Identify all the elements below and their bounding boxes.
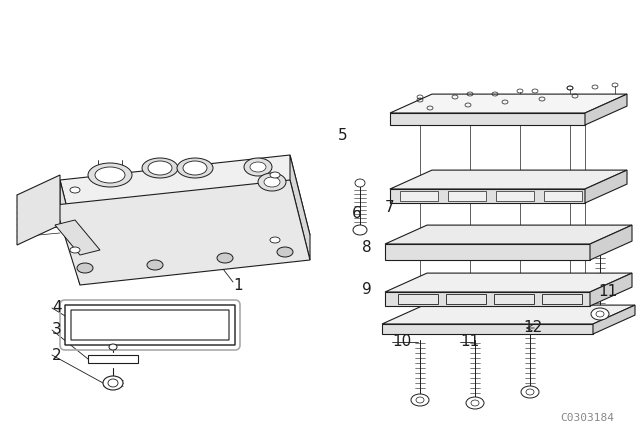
- Ellipse shape: [183, 161, 207, 175]
- Ellipse shape: [142, 158, 178, 178]
- Ellipse shape: [277, 247, 293, 257]
- Ellipse shape: [109, 344, 117, 350]
- Text: 2: 2: [52, 348, 61, 362]
- Polygon shape: [385, 225, 632, 244]
- Text: 9: 9: [362, 283, 372, 297]
- Ellipse shape: [177, 158, 213, 178]
- Ellipse shape: [217, 253, 233, 263]
- Text: 11: 11: [598, 284, 617, 300]
- Polygon shape: [590, 273, 632, 306]
- Ellipse shape: [148, 161, 172, 175]
- Polygon shape: [60, 180, 80, 285]
- Text: 12: 12: [523, 320, 542, 336]
- Ellipse shape: [526, 389, 534, 395]
- FancyBboxPatch shape: [71, 310, 229, 340]
- Ellipse shape: [264, 177, 280, 187]
- Ellipse shape: [103, 376, 123, 390]
- Polygon shape: [55, 220, 100, 255]
- Ellipse shape: [244, 158, 272, 176]
- Ellipse shape: [250, 162, 266, 172]
- FancyBboxPatch shape: [65, 305, 235, 345]
- Ellipse shape: [466, 397, 484, 409]
- Ellipse shape: [521, 386, 539, 398]
- Polygon shape: [585, 170, 627, 203]
- Ellipse shape: [77, 263, 93, 273]
- Text: 7: 7: [385, 201, 395, 215]
- Bar: [544, 191, 582, 201]
- Bar: [494, 294, 534, 304]
- Text: 4: 4: [52, 301, 61, 315]
- Polygon shape: [390, 113, 585, 125]
- Text: 5: 5: [338, 128, 348, 142]
- Polygon shape: [590, 225, 632, 260]
- Polygon shape: [385, 292, 590, 306]
- Ellipse shape: [353, 225, 367, 235]
- Text: 1: 1: [233, 277, 243, 293]
- Polygon shape: [390, 170, 627, 189]
- Text: 10: 10: [392, 335, 412, 349]
- Bar: [400, 191, 438, 201]
- Polygon shape: [385, 244, 590, 260]
- Ellipse shape: [258, 173, 286, 191]
- Text: 6: 6: [352, 206, 362, 220]
- Polygon shape: [585, 94, 627, 125]
- Polygon shape: [60, 155, 310, 260]
- Ellipse shape: [70, 247, 80, 253]
- Text: 3: 3: [52, 323, 61, 337]
- Polygon shape: [385, 273, 632, 292]
- Ellipse shape: [147, 260, 163, 270]
- Bar: [446, 294, 486, 304]
- Ellipse shape: [411, 394, 429, 406]
- Polygon shape: [390, 94, 627, 113]
- Polygon shape: [17, 175, 60, 245]
- Bar: [398, 294, 438, 304]
- Ellipse shape: [88, 163, 132, 187]
- Ellipse shape: [70, 187, 80, 193]
- Ellipse shape: [355, 179, 365, 187]
- Bar: [448, 191, 486, 201]
- Bar: [88, 355, 138, 363]
- Ellipse shape: [270, 237, 280, 243]
- Ellipse shape: [108, 379, 118, 387]
- Polygon shape: [593, 305, 635, 334]
- Ellipse shape: [270, 172, 280, 178]
- Text: 8: 8: [362, 241, 372, 255]
- Ellipse shape: [471, 400, 479, 406]
- Text: 11: 11: [460, 335, 479, 349]
- Ellipse shape: [416, 397, 424, 403]
- Polygon shape: [382, 305, 635, 324]
- Text: C0303184: C0303184: [560, 413, 614, 423]
- Polygon shape: [55, 180, 310, 285]
- Ellipse shape: [596, 311, 604, 317]
- Polygon shape: [390, 189, 585, 203]
- Bar: [496, 191, 534, 201]
- Bar: [542, 294, 582, 304]
- Ellipse shape: [95, 167, 125, 183]
- Ellipse shape: [591, 308, 609, 320]
- Polygon shape: [382, 324, 593, 334]
- Polygon shape: [290, 155, 310, 260]
